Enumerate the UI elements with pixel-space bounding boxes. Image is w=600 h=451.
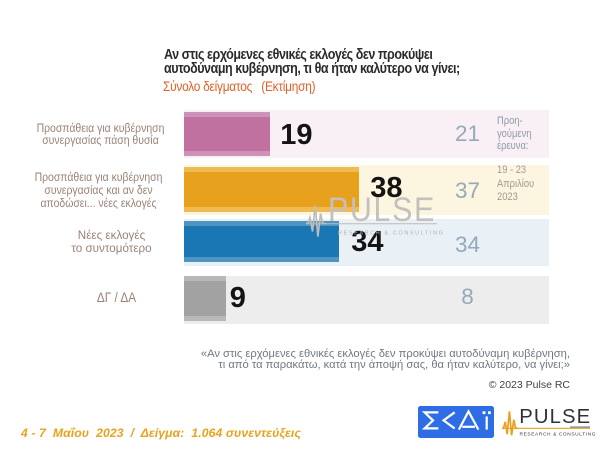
svg-text:PULSE: PULSE <box>328 190 436 228</box>
svg-text:RESEARCH & CONSULTING: RESEARCH & CONSULTING <box>338 231 445 237</box>
svg-text:PULSE: PULSE <box>519 406 591 428</box>
svg-text:RESEARCH & CONSULTING: RESEARCH & CONSULTING <box>520 432 597 438</box>
